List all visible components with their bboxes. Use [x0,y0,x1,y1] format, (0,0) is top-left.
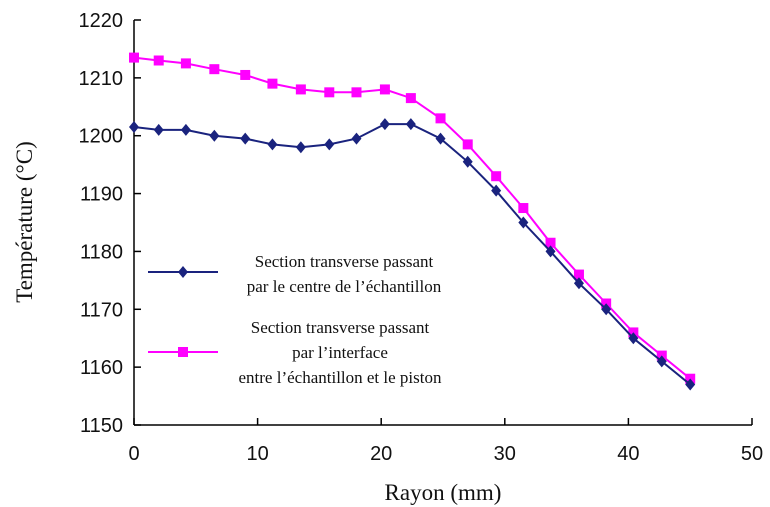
y-tick-label: 1210 [79,68,124,90]
data-point [462,139,473,150]
data-point [601,303,612,316]
data-point [324,138,335,151]
x-tick-label: 30 [494,443,516,465]
y-tick-label: 1200 [79,126,124,148]
data-point [153,55,164,66]
legend-label: par l’interface [292,343,388,362]
y-tick-label: 1160 [80,357,123,379]
data-point [573,269,584,280]
legend-entry-1: Section transverse passant par le centre … [148,252,442,296]
data-point [129,52,139,63]
data-point [240,132,251,145]
legend-marker [178,347,188,357]
legend-label: Section transverse passant [251,318,430,337]
x-tick-label: 0 [128,443,139,465]
data-point [240,69,251,80]
series-layer [129,52,696,391]
legend-entry-2: Section transverse passant par l’interfac… [148,318,442,387]
y-tick-label: 1220 [79,10,124,32]
y-tick-label: 1170 [80,299,123,321]
axes [133,20,752,426]
y-tick-label: 1150 [80,415,123,437]
data-point [379,84,390,95]
legend-label: entre l’échantillon et le piston [239,368,442,387]
data-point [267,78,278,89]
data-point [491,184,502,197]
x-axis-ticks: 0 10 20 30 40 50 [128,418,763,465]
legend-label: par le centre de l’échantillon [247,277,442,296]
x-axis-title: Rayon (mm) [385,480,502,505]
data-point [153,123,164,136]
legend-marker [178,266,188,278]
legend-label: Section transverse passant [255,252,434,271]
data-point [267,138,278,151]
data-point [518,216,529,229]
data-point [129,121,139,134]
data-point [545,237,556,248]
data-point [545,245,556,258]
data-point [295,84,306,95]
data-point [685,378,696,391]
data-point [435,113,446,124]
x-tick-label: 10 [246,443,268,465]
data-point [405,93,416,104]
y-axis-title: Température (°C) [12,141,37,302]
data-point [180,58,191,69]
y-tick-label: 1180 [80,241,123,263]
data-point [351,132,362,145]
y-axis-ticks: 1150 1160 1170 1180 1190 1200 1210 1220 [79,10,141,437]
data-point [379,118,390,131]
data-point [462,155,473,168]
data-point [405,118,416,131]
data-point [518,203,529,214]
data-point [180,123,191,136]
data-point [491,171,502,182]
data-point [573,277,584,290]
data-point [435,132,446,145]
data-point [324,87,335,98]
legend: Section transverse passant par le centre … [148,252,442,387]
x-tick-label: 20 [370,443,392,465]
data-point [209,64,220,75]
x-tick-label: 50 [741,443,763,465]
y-tick-label: 1190 [80,184,123,206]
data-point [628,332,639,345]
data-point [209,129,220,142]
data-point [656,355,667,368]
x-tick-label: 40 [617,443,639,465]
data-point [295,141,306,154]
series-1 [129,118,696,391]
data-point [351,87,362,98]
